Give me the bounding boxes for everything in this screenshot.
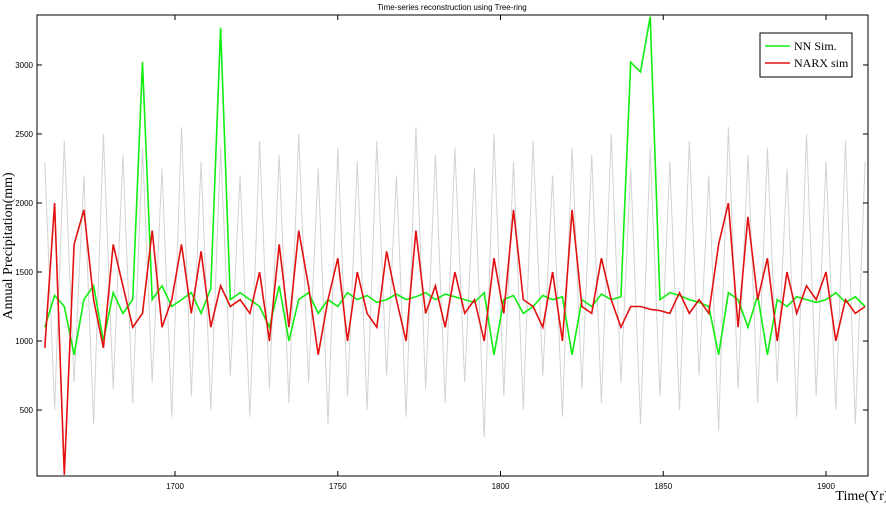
legend-box <box>759 32 853 78</box>
x-tick-label: 1750 <box>329 482 347 491</box>
y-tick-label: 2500 <box>15 130 33 139</box>
y-tick-label: 500 <box>20 406 34 415</box>
y-tick-label: 1500 <box>15 268 33 277</box>
plot-area <box>37 15 868 476</box>
plot-frame <box>36 14 869 477</box>
y-tick-label: 1000 <box>15 337 33 346</box>
y-tick-label: 2000 <box>15 199 33 208</box>
series-line <box>44 202 866 475</box>
x-tick-label: 1800 <box>492 482 510 491</box>
y-axis-label: Annual Precipitation(mm) <box>1 172 16 320</box>
legend-label: NN Sim. <box>794 39 837 53</box>
x-tick-label: 1900 <box>817 482 835 491</box>
x-axis-label: Time(Yr) <box>835 489 886 504</box>
y-tick-label: 3000 <box>15 61 33 70</box>
x-tick-label: 1850 <box>654 482 672 491</box>
series-line <box>44 127 866 438</box>
legend-label: NARX sim <box>794 56 849 70</box>
chart-title: Time-series reconstruction using Tree-ri… <box>377 3 527 12</box>
series-line <box>44 16 866 355</box>
x-tick-label: 1700 <box>166 482 184 491</box>
